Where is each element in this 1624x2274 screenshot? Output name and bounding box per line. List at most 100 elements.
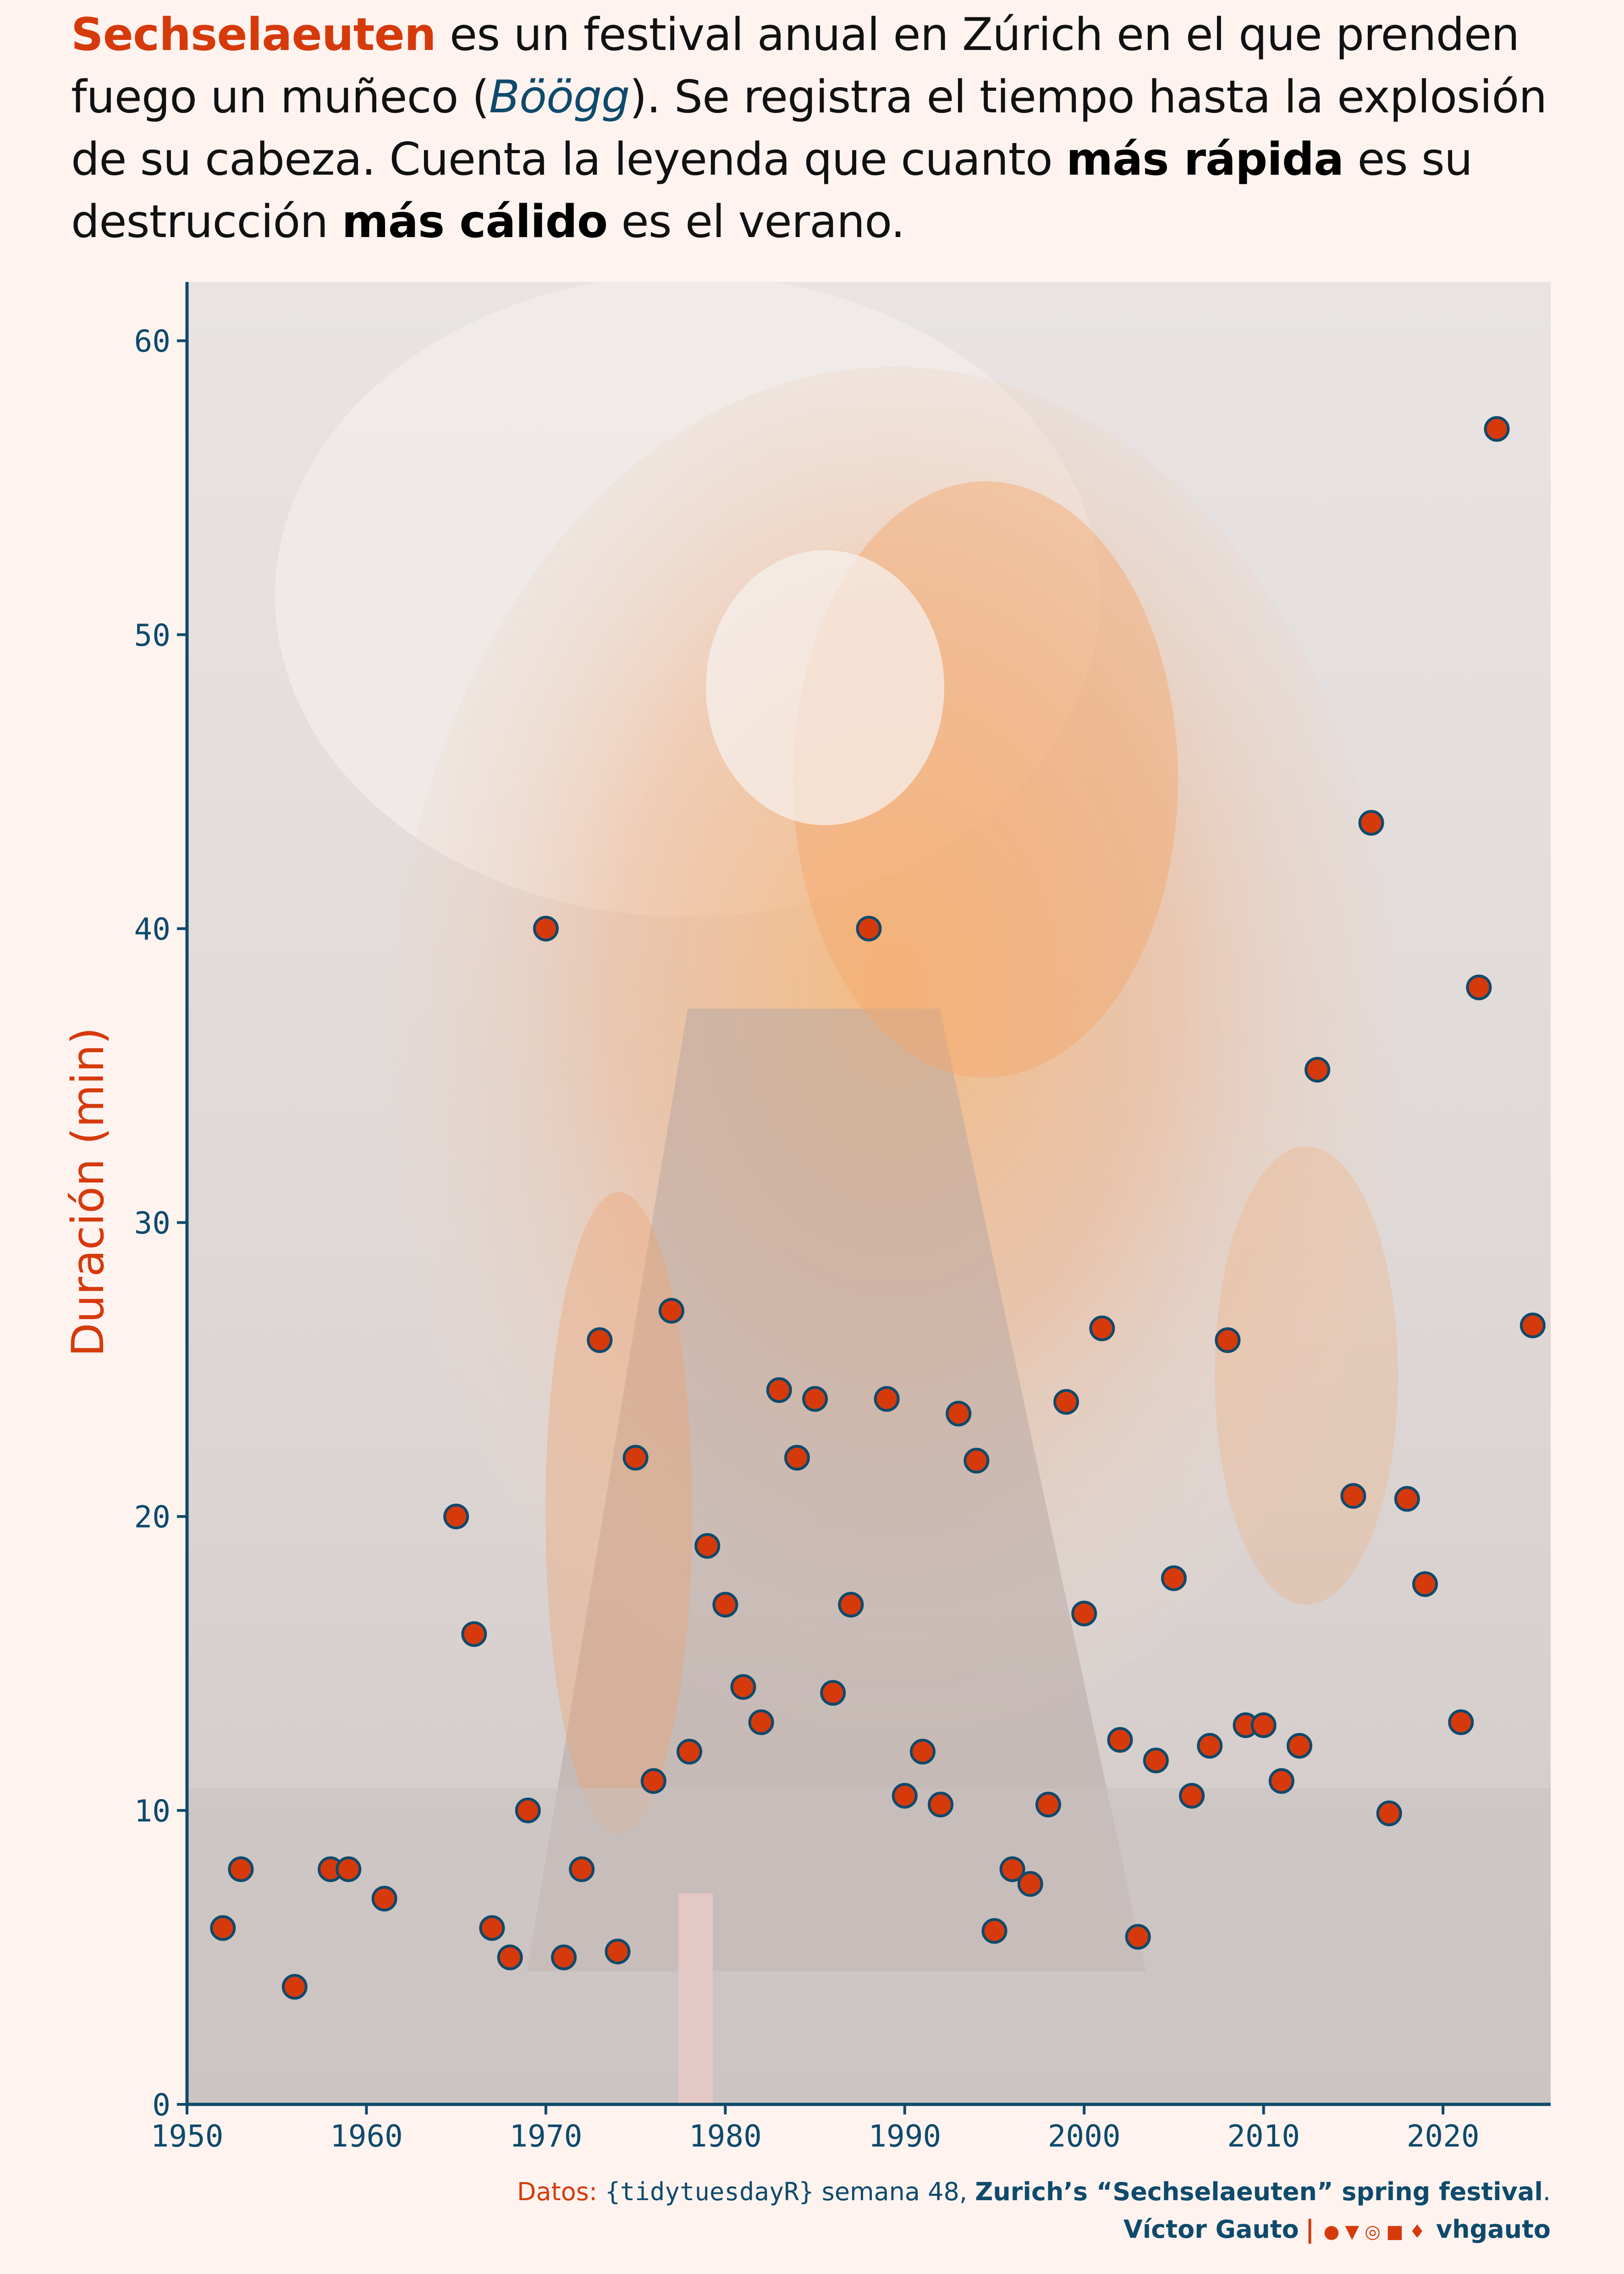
title-text-1: es un festival anual en Zúrich en el que… [71,9,1519,123]
caption-line-2: Víctor Gauto | ● ▼ ◎ ■ ♦ vhgauto [517,2211,1551,2251]
data-point [1448,1709,1474,1735]
x-tick-label: 2020 [1407,2119,1480,2154]
title-bold-1: más rápida [1066,133,1344,186]
x-tick-label: 2000 [1048,2119,1121,2154]
y-axis-label: Duración (min) [62,1027,114,1357]
data-point [640,1768,666,1794]
data-point [748,1709,774,1735]
data-point [820,1680,846,1706]
data-point [928,1792,954,1818]
title-italic: Böögg [489,71,630,123]
x-ticks: 1950 1960 1970 1980 1990 2000 2010 2020 [151,2104,1480,2154]
data-point [946,1401,972,1427]
data-point [443,1503,469,1529]
title-text-2: ). Se registra el tiempo hasta la explos… [71,71,1547,186]
instagram-icon[interactable]: ◎ [1365,2221,1381,2242]
data-point [515,1797,541,1823]
x-tick-label: 1960 [330,2119,403,2154]
data-point [1268,1768,1294,1794]
data-point [281,1974,308,2000]
data-point [963,1447,990,1474]
data-point [228,1856,254,1882]
data-point [802,1386,828,1412]
y-tick-label: 50 [134,618,171,653]
data-point [587,1327,613,1353]
data-point [1394,1486,1420,1512]
data-point [766,1377,792,1403]
y-tick-label: 20 [134,1500,171,1535]
chart-title: Sechselaeuten es un festival anual en Zú… [71,4,1597,253]
x-tick-label: 1970 [509,2119,582,2154]
y-tick-label: 30 [134,1206,171,1241]
data-point [1286,1733,1312,1759]
mastodon-icon[interactable]: ■ [1386,2221,1404,2242]
data-point [1519,1313,1546,1339]
data-point [1412,1571,1438,1597]
data-point [1035,1792,1061,1818]
caption-dataset: Zurich’s “Sechselaeuten” spring festival [975,2177,1543,2206]
data-point [999,1856,1025,1882]
caption-data-label: Datos: [517,2177,598,2206]
data-point [479,1915,505,1941]
data-point [551,1944,577,1970]
data-point [874,1386,900,1412]
y-tick-label: 0 [152,2087,171,2123]
data-point [981,1918,1007,1944]
data-point [1466,974,1492,1000]
data-point [784,1445,810,1471]
data-point [1107,1727,1133,1753]
data-point [856,916,882,942]
data-point [1143,1747,1169,1773]
data-point [1071,1601,1097,1627]
y-tick-label: 40 [134,911,171,947]
data-point [909,1739,936,1765]
data-point [1053,1389,1079,1415]
x-tick-label: 1950 [151,2119,224,2154]
x-tick-label: 1980 [689,2119,762,2154]
data-point [605,1938,631,1965]
data-point [1125,1924,1151,1950]
bluesky-icon[interactable]: ♦ [1409,2221,1426,2242]
title-highlight: Sechselaeuten [71,9,436,61]
caption-separator: | [1305,2215,1315,2244]
data-point [336,1856,362,1882]
data-point [730,1674,756,1700]
github-icon[interactable]: ● [1323,2221,1340,2242]
data-point [1358,810,1384,836]
title-bold-2: más cálido [341,196,608,248]
data-point [1215,1327,1241,1353]
caption-author: Víctor Gauto [1123,2215,1299,2244]
y-tick-label: 10 [134,1794,171,1829]
data-points [210,416,1546,2000]
data-point [497,1944,523,1970]
data-point [1484,416,1510,442]
data-point [1197,1733,1223,1759]
y-ticks: 0 10 20 30 40 50 60 [134,324,187,2123]
data-point [622,1445,649,1471]
data-point [1250,1712,1277,1738]
data-point [1305,1057,1331,1083]
title-text-4: es el verano. [607,196,905,248]
data-point [677,1739,703,1765]
data-point [371,1886,397,1912]
data-point [658,1297,684,1324]
twitter-icon[interactable]: ▼ [1345,2221,1360,2242]
data-point [533,916,559,942]
data-point [1376,1800,1402,1827]
data-point [1017,1871,1043,1897]
data-point [461,1621,487,1647]
data-point [210,1915,236,1941]
caption-source: {tidytuesdayR} [605,2177,814,2206]
data-point [1089,1315,1115,1341]
caption-handle[interactable]: vhgauto [1436,2215,1551,2244]
data-point [892,1783,918,1809]
x-tick-label: 2010 [1227,2119,1300,2154]
data-point [1340,1483,1366,1509]
data-point [1161,1565,1187,1591]
data-point [712,1592,738,1618]
title-text-3: es su destrucción [71,133,1473,248]
y-tick-label: 60 [134,324,171,359]
caption-week: semana 48, [821,2177,968,2206]
data-point [838,1592,864,1618]
